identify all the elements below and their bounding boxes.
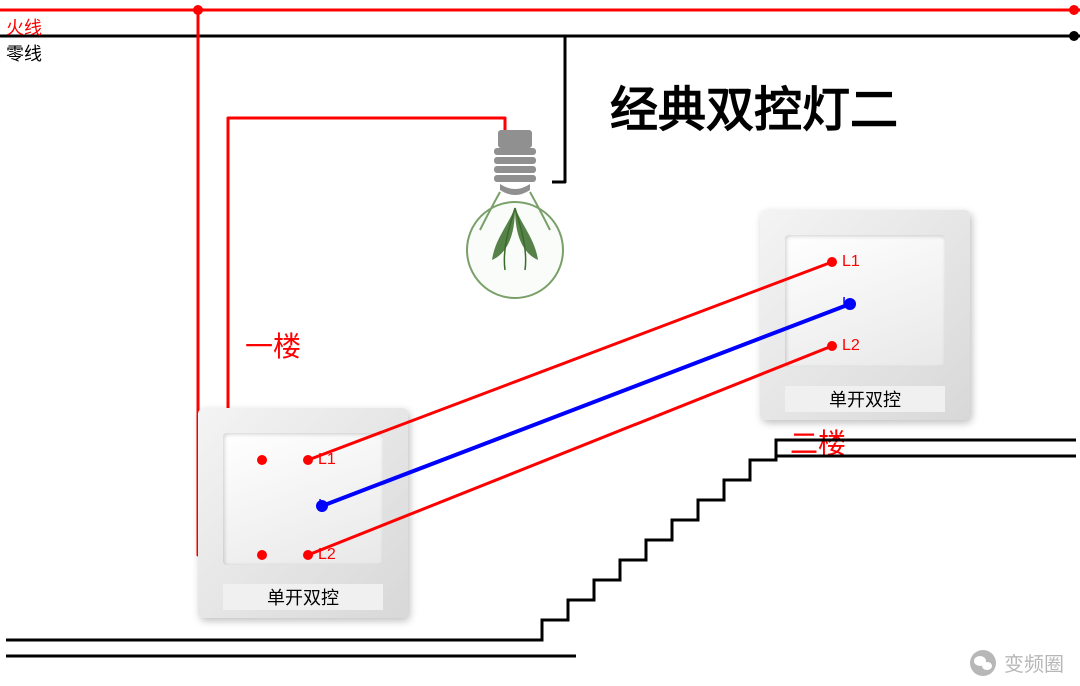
switch-2-caption: 单开双控 bbox=[785, 386, 945, 412]
switch-2: L1 L L2 单开双控 bbox=[760, 210, 970, 420]
watermark: 变频圈 bbox=[970, 648, 1064, 677]
floor-2-label: 二楼 bbox=[790, 422, 846, 462]
floor-1-label: 一楼 bbox=[245, 325, 301, 365]
live-line-label: 火线 bbox=[6, 14, 42, 40]
watermark-text: 变频圈 bbox=[1004, 648, 1064, 677]
wechat-icon bbox=[970, 650, 996, 676]
neutral-line-label: 零线 bbox=[6, 40, 42, 66]
switch-1-caption: 单开双控 bbox=[223, 584, 383, 610]
switch-1-terminal-l-label: L bbox=[318, 497, 327, 515]
switch-1: L1 L L2 单开双控 bbox=[198, 408, 408, 618]
switch-2-terminal-l1-label: L1 bbox=[842, 253, 860, 271]
switch-2-terminal-l-label: L bbox=[842, 295, 851, 313]
diagram-title: 经典双控灯二 bbox=[610, 70, 898, 140]
switch-1-terminal-l2-label: L2 bbox=[318, 546, 336, 564]
switch-2-terminal-l2-label: L2 bbox=[842, 337, 860, 355]
light-bulb-icon bbox=[460, 130, 570, 300]
switch-1-terminal-l1-label: L1 bbox=[318, 451, 336, 469]
